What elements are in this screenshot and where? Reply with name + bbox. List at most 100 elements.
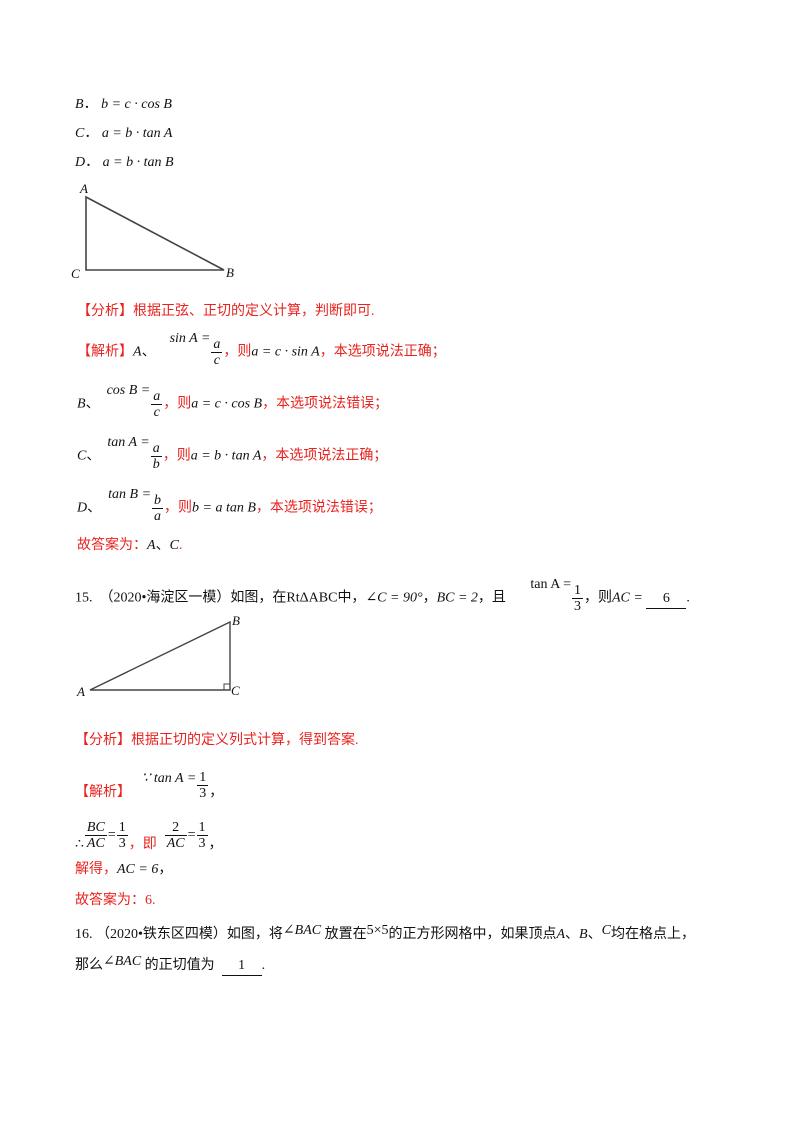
comma: ， bbox=[319, 344, 334, 360]
vertex-label-c: C bbox=[231, 683, 240, 698]
denominator: AC bbox=[86, 836, 105, 851]
because: ∵ tan A = bbox=[141, 771, 197, 786]
ac: AC = bbox=[611, 590, 643, 606]
row-letter: C bbox=[77, 448, 87, 464]
denominator: c bbox=[213, 353, 221, 368]
denominator: AC bbox=[166, 836, 185, 851]
sep: 、 bbox=[565, 927, 580, 942]
q15-analysis: 【分析】根据正切的定义列式计算，得到答案. bbox=[75, 733, 359, 748]
verdict: 本选项说法正确； bbox=[275, 448, 388, 464]
numerator: a bbox=[150, 441, 162, 457]
row-letter: A bbox=[133, 344, 142, 360]
comma: ， bbox=[261, 448, 276, 464]
question-source: （2020•铁东区四模）如图，将 bbox=[96, 927, 283, 942]
q14-solution-row-b: B、 cos B = a c ，则a = c · cos B，本选项说法错误； bbox=[77, 383, 389, 420]
sep: 、 bbox=[155, 538, 170, 553]
denominator: b bbox=[152, 457, 160, 472]
comma: ， bbox=[158, 862, 173, 877]
text: 那么 bbox=[75, 958, 103, 973]
denominator: 3 bbox=[573, 599, 581, 614]
denominator: c bbox=[153, 405, 160, 420]
denominator: 3 bbox=[198, 836, 206, 851]
question-number: 15. bbox=[75, 590, 93, 606]
then: ，则 bbox=[164, 500, 193, 516]
then: ，则 bbox=[162, 448, 191, 464]
angle: ∠BAC bbox=[103, 954, 142, 969]
sep: 、 bbox=[85, 396, 100, 412]
sep: 、 bbox=[87, 500, 102, 516]
q14-solution-row-a: 【解析】A、 sin A = a c ，则a = c · sin A，本选项说法正确； bbox=[77, 331, 446, 368]
option-letter: B bbox=[75, 97, 84, 112]
answer-c: C bbox=[169, 538, 179, 553]
option-c: C． a = b · tan A bbox=[75, 125, 172, 143]
text: 均在格点上， bbox=[610, 927, 695, 942]
text: ，且 bbox=[477, 590, 506, 606]
verdict: 本选项说法错误； bbox=[276, 396, 389, 412]
text: ，即 bbox=[128, 836, 157, 852]
q15-solution-line-1: 【解析】 ∵ tan A = 1 3， bbox=[75, 770, 223, 801]
answer-a: A bbox=[147, 538, 156, 553]
comma: ， bbox=[209, 785, 224, 800]
vertex-a: A bbox=[556, 927, 566, 942]
answer-blank: 1 bbox=[221, 957, 262, 976]
lhs: tan A = bbox=[107, 434, 150, 450]
vertex-label-b: B bbox=[226, 265, 234, 280]
verdict: 本选项说法错误； bbox=[269, 500, 382, 516]
row-letter: B bbox=[77, 396, 86, 412]
triangle-figure-2 bbox=[89, 620, 231, 691]
sep: 、 bbox=[587, 927, 602, 942]
therefore: ∴ bbox=[75, 836, 84, 852]
end: . bbox=[686, 590, 690, 606]
end: . bbox=[261, 958, 266, 973]
text: 放置在 bbox=[324, 927, 367, 942]
fraction: BC AC bbox=[84, 820, 107, 851]
verdict: 本选项说法正确； bbox=[333, 344, 446, 360]
denominator: 3 bbox=[118, 836, 126, 851]
q15-solution-line-2: ∴ BC AC = 1 3 ，即 2 AC = 1 3， bbox=[75, 820, 223, 852]
q15-question: 15. （2020•海淀区一模）如图，在RtΔABC中，∠C = 90°，BC … bbox=[75, 577, 690, 614]
angle: ∠BAC bbox=[282, 923, 322, 938]
vertex-label-a: A bbox=[77, 684, 85, 699]
vertex-label-a: A bbox=[80, 181, 88, 196]
solve-label: 解得， bbox=[75, 862, 117, 877]
q16-question-line-1: 16. （2020•铁东区四模）如图，将∠BAC 放置在5×5的正方形网格中，如… bbox=[75, 923, 695, 944]
numerator: 1 bbox=[196, 820, 208, 836]
vertex-label-b: B bbox=[232, 613, 240, 628]
option-sep: ． bbox=[83, 97, 98, 112]
vertex-b: B bbox=[579, 927, 588, 942]
vertex-label-c: C bbox=[71, 266, 80, 281]
option-d: D． a = b · tan B bbox=[75, 154, 174, 172]
numerator: 1 bbox=[197, 770, 209, 786]
numerator: BC bbox=[84, 820, 107, 836]
comma: ， bbox=[262, 396, 277, 412]
solution-tag: 【解析】 bbox=[75, 785, 131, 800]
triangle-name: RtΔABC bbox=[286, 590, 338, 606]
option-expr: a = b · tan A bbox=[101, 126, 173, 141]
sep: 、 bbox=[86, 448, 101, 464]
denominator: 3 bbox=[199, 786, 207, 801]
option-letter: C bbox=[75, 126, 85, 141]
text: 的正切值为 bbox=[144, 958, 215, 973]
numerator: 2 bbox=[164, 820, 187, 836]
result: b = a tan B bbox=[192, 500, 256, 516]
q14-solution-row-c: C、 tan A = a b ，则a = b · tan A，本选项说法正确； bbox=[77, 435, 388, 472]
q15-final-answer: 故答案为：6. bbox=[75, 893, 156, 908]
vertex-c: C bbox=[601, 923, 611, 938]
numerator: a bbox=[151, 389, 163, 405]
result: a = c · sin A bbox=[251, 344, 320, 360]
answer-blank: 6 bbox=[646, 590, 687, 609]
lhs: cos B = bbox=[106, 382, 151, 398]
lhs: sin A = bbox=[169, 330, 211, 346]
text: 的正方形网格中，如果顶点 bbox=[388, 927, 557, 942]
option-letter: D bbox=[75, 155, 86, 170]
option-expr: a = b · tan B bbox=[102, 155, 174, 170]
text: 中， bbox=[337, 590, 366, 606]
